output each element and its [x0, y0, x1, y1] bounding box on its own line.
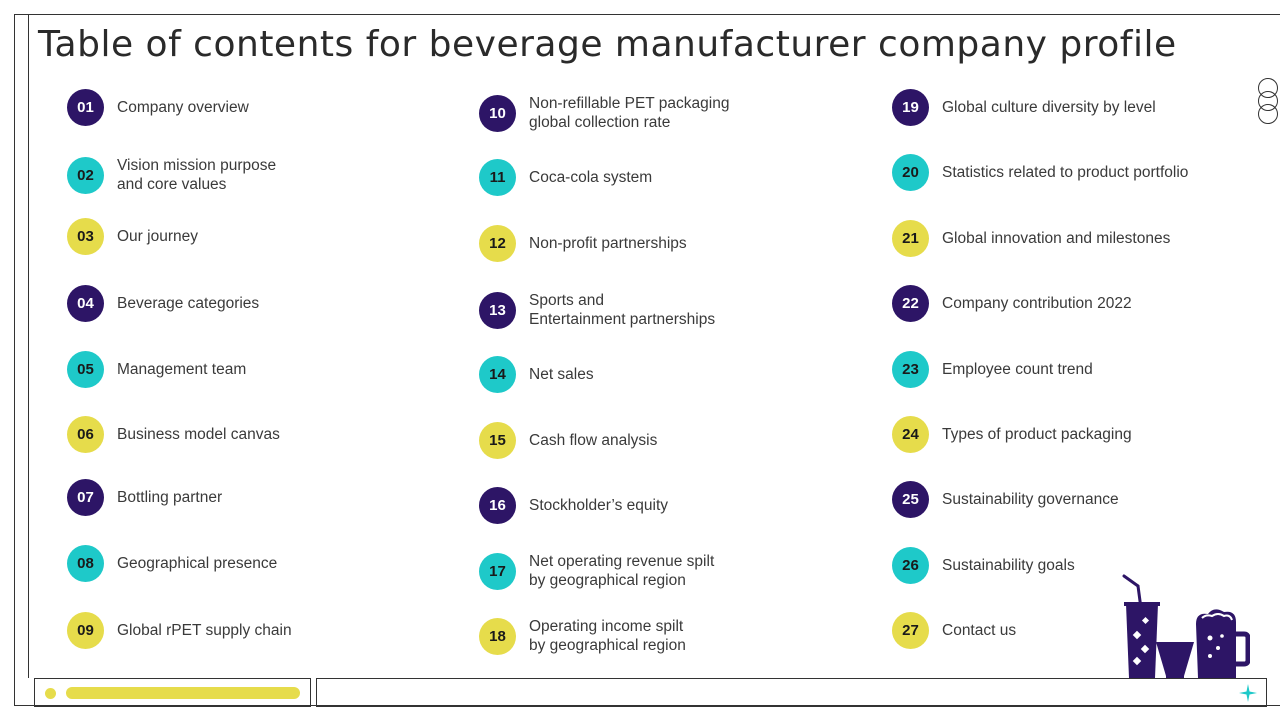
number-badge: 10 — [479, 94, 516, 132]
toc-item-label: Net sales — [529, 366, 594, 383]
toc-item-08[interactable]: 08 Geographical presence — [67, 545, 277, 582]
toc-item-11[interactable]: 11 Coca-cola system — [479, 159, 652, 196]
toc-item-label: Bottling partner — [117, 489, 223, 506]
toc-item-label: Types of product packaging — [942, 426, 1132, 443]
page-title: Table of contents for beverage manufactu… — [38, 24, 1177, 65]
toc-item-20[interactable]: 20 Statistics related to product portfol… — [892, 154, 1188, 191]
number-badge: 21 — [892, 220, 929, 257]
toc-item-15[interactable]: 15 Cash flow analysis — [479, 422, 657, 459]
number-badge: 17 — [479, 552, 516, 590]
toc-item-14[interactable]: 14 Net sales — [479, 356, 594, 393]
toc-item-19[interactable]: 19 Global culture diversity by level — [892, 89, 1156, 126]
toc-item-17[interactable]: 17 Net operating revenue spilt by geogra… — [479, 552, 714, 590]
number-badge: 03 — [67, 218, 104, 255]
number-badge: 07 — [67, 479, 104, 516]
toc-item-label: Coca-cola system — [529, 169, 653, 186]
slide-frame — [14, 14, 1280, 706]
number-badge: 13 — [479, 291, 516, 329]
toc-item-02[interactable]: 02 Vision mission purpose and core value… — [67, 156, 276, 194]
toc-item-label: Sustainability goals — [942, 557, 1075, 574]
number-badge: 27 — [892, 612, 929, 649]
number-badge: 16 — [479, 487, 516, 524]
toc-item-09[interactable]: 09 Global rPET supply chain — [67, 612, 292, 649]
toc-item-25[interactable]: 25 Sustainability governance — [892, 481, 1119, 518]
toc-item-label: Company contribution 2022 — [942, 295, 1132, 312]
footer-left-box — [34, 678, 311, 707]
toc-item-label: Non-refillable PET packaging global coll… — [529, 95, 730, 131]
footer-dot — [45, 688, 56, 699]
number-badge: 23 — [892, 351, 929, 388]
toc-item-label: Non-profit partnerships — [529, 235, 687, 252]
toc-item-label: Contact us — [942, 622, 1017, 639]
number-badge: 25 — [892, 481, 929, 518]
toc-item-label: Employee count trend — [942, 361, 1093, 378]
number-badge: 18 — [479, 617, 516, 655]
rings-decoration — [1256, 78, 1280, 126]
number-badge: 26 — [892, 547, 929, 584]
toc-item-18[interactable]: 18 Operating income spilt by geographica… — [479, 617, 686, 655]
beverage-glasses-icon — [1122, 574, 1250, 678]
number-badge: 01 — [67, 89, 104, 126]
toc-item-label: Beverage categories — [117, 295, 260, 312]
toc-item-label: Cash flow analysis — [529, 432, 658, 449]
toc-item-label: Sustainability governance — [942, 491, 1119, 508]
toc-item-10[interactable]: 10 Non-refillable PET packaging global c… — [479, 94, 729, 132]
number-badge: 08 — [67, 545, 104, 582]
toc-item-27[interactable]: 27 Contact us — [892, 612, 1016, 649]
number-badge: 15 — [479, 422, 516, 459]
toc-item-05[interactable]: 05 Management team — [67, 351, 246, 388]
toc-item-label: Global innovation and milestones — [942, 230, 1171, 247]
sparkle-icon — [1239, 684, 1257, 702]
number-badge: 24 — [892, 416, 929, 453]
toc-item-label: Management team — [117, 361, 247, 378]
toc-item-label: Business model canvas — [117, 426, 280, 443]
toc-item-label: Global rPET supply chain — [117, 622, 292, 639]
number-badge: 20 — [892, 154, 929, 191]
footer-right-box — [316, 678, 1267, 707]
toc-item-26[interactable]: 26 Sustainability goals — [892, 547, 1075, 584]
toc-item-label: Our journey — [117, 228, 198, 245]
frame-divider — [28, 14, 29, 678]
number-badge: 11 — [479, 159, 516, 196]
toc-item-label: Net operating revenue spilt by geographi… — [529, 553, 715, 589]
toc-item-23[interactable]: 23 Employee count trend — [892, 351, 1093, 388]
toc-item-13[interactable]: 13 Sports and Entertainment partnerships — [479, 291, 715, 329]
toc-item-06[interactable]: 06 Business model canvas — [67, 416, 280, 453]
footer-bar — [66, 687, 300, 699]
number-badge: 06 — [67, 416, 104, 453]
number-badge: 02 — [67, 156, 104, 194]
number-badge: 09 — [67, 612, 104, 649]
number-badge: 22 — [892, 285, 929, 322]
toc-item-label: Company overview — [117, 99, 249, 116]
toc-item-01[interactable]: 01 Company overview — [67, 89, 249, 126]
toc-item-21[interactable]: 21 Global innovation and milestones — [892, 220, 1170, 257]
toc-item-label: Geographical presence — [117, 555, 278, 572]
toc-item-22[interactable]: 22 Company contribution 2022 — [892, 285, 1132, 322]
toc-item-03[interactable]: 03 Our journey — [67, 218, 198, 255]
toc-item-07[interactable]: 07 Bottling partner — [67, 479, 222, 516]
toc-item-04[interactable]: 04 Beverage categories — [67, 285, 259, 322]
toc-item-label: Global culture diversity by level — [942, 99, 1156, 116]
toc-item-16[interactable]: 16 Stockholder’s equity — [479, 487, 668, 524]
number-badge: 04 — [67, 285, 104, 322]
toc-item-label: Vision mission purpose and core values — [117, 157, 277, 193]
number-badge: 12 — [479, 225, 516, 262]
number-badge: 14 — [479, 356, 516, 393]
number-badge: 05 — [67, 351, 104, 388]
toc-item-label: Operating income spilt by geographical r… — [529, 618, 686, 654]
number-badge: 19 — [892, 89, 929, 126]
toc-item-24[interactable]: 24 Types of product packaging — [892, 416, 1132, 453]
toc-item-label: Stockholder’s equity — [529, 497, 669, 514]
toc-item-label: Sports and Entertainment partnerships — [529, 292, 716, 328]
toc-item-12[interactable]: 12 Non-profit partnerships — [479, 225, 687, 262]
toc-item-label: Statistics related to product portfolio — [942, 164, 1189, 181]
